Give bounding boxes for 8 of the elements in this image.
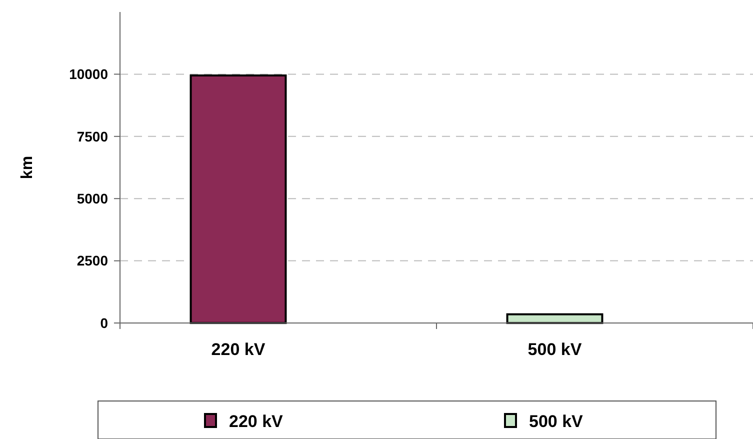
y-tick-label: 10000 bbox=[69, 66, 108, 82]
y-tick-label: 0 bbox=[100, 314, 108, 331]
y-axis-title: km bbox=[19, 156, 36, 180]
legend-label: 500 kV bbox=[529, 412, 584, 431]
y-tick-label: 2500 bbox=[76, 252, 108, 269]
y-tick-label: 7500 bbox=[76, 128, 108, 144]
legend-label: 220 kV bbox=[229, 412, 284, 431]
y-tick-label: 5000 bbox=[76, 190, 108, 206]
